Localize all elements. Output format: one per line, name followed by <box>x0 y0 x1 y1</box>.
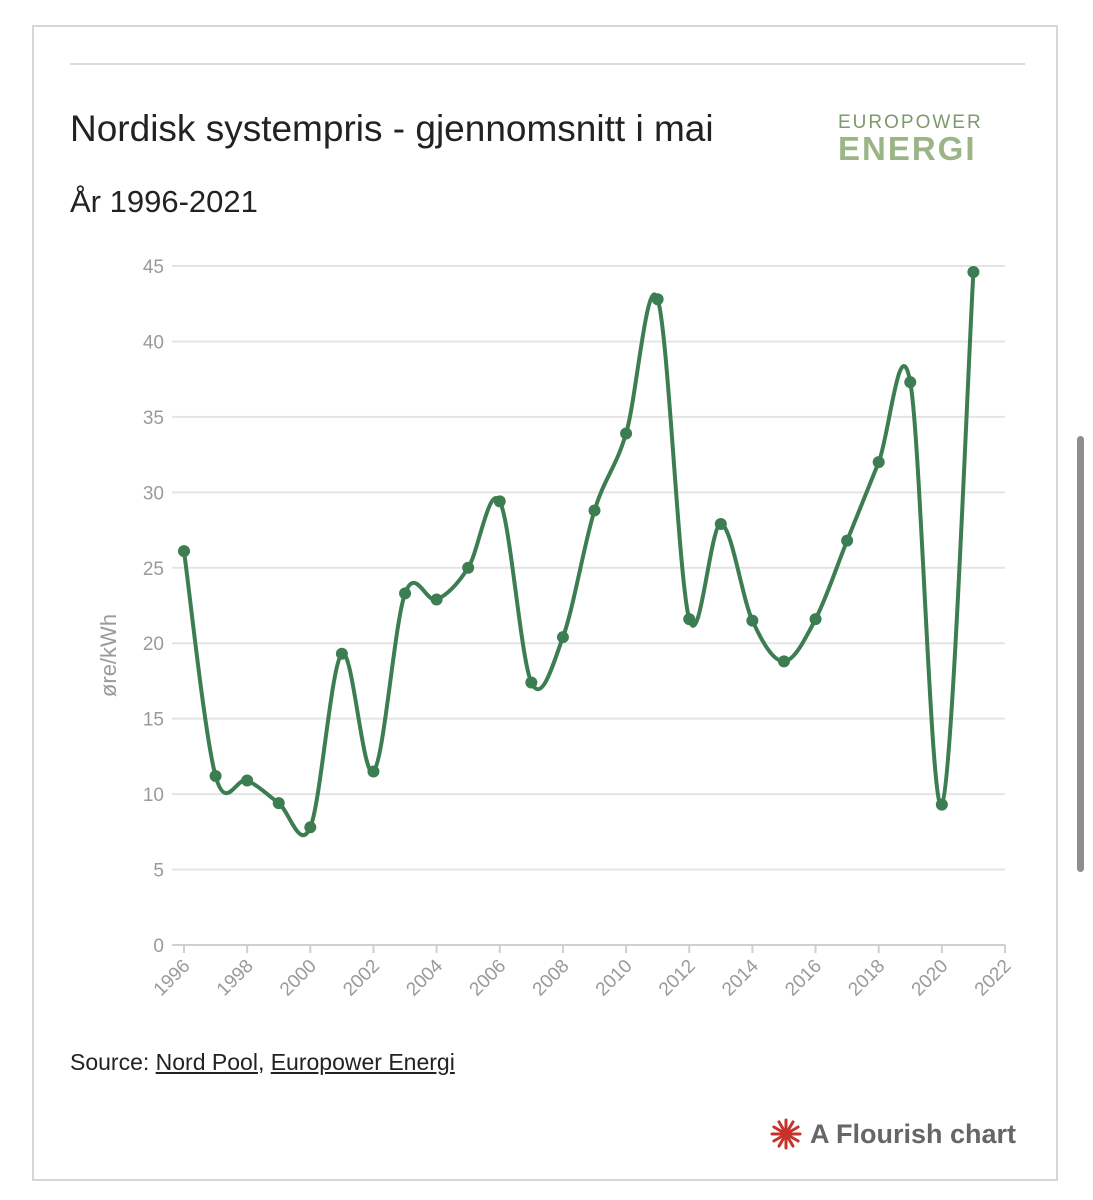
chart-subtitle: År 1996-2021 <box>70 184 258 219</box>
source-line: Source: Nord Pool, Europower Energi <box>70 1049 455 1076</box>
data-point <box>967 266 980 279</box>
source-separator: , <box>257 1049 271 1075</box>
europower-logo: EUROPOWER ENERGI <box>838 112 986 167</box>
data-point <box>904 376 917 389</box>
x-tick-label: 2000 <box>276 956 321 1001</box>
flourish-star-icon <box>770 1118 802 1150</box>
x-tick-label: 2014 <box>718 955 763 1000</box>
x-tick-label: 2016 <box>781 956 826 1001</box>
data-point <box>304 821 317 834</box>
source-link-nord-pool[interactable]: Nord Pool <box>155 1049 258 1075</box>
line-chart: 0 5 10 15 20 25 30 35 40 45 øre/kWh 1996 1998 2000 200… <box>96 257 1016 1001</box>
x-tick-label: 2010 <box>592 956 637 1001</box>
data-point <box>241 774 254 787</box>
x-tick-label: 2022 <box>971 956 1016 1001</box>
flourish-credit-link[interactable]: A Flourish chart <box>770 1118 1016 1150</box>
data-point <box>367 765 380 778</box>
data-point <box>493 495 506 508</box>
x-tick-label: 2012 <box>655 956 700 1001</box>
data-point <box>714 518 727 531</box>
data-point <box>399 587 412 600</box>
data-point <box>651 293 664 306</box>
y-tick-label: 25 <box>143 559 164 580</box>
data-point <box>556 631 569 644</box>
y-tick-label: 5 <box>153 861 164 882</box>
series-line <box>182 270 976 838</box>
top-divider <box>70 63 1025 65</box>
chart-frame <box>32 25 1058 1181</box>
page-scrollbar[interactable] <box>1077 436 1084 872</box>
data-point <box>335 647 348 660</box>
y-tick-label: 0 <box>153 936 164 957</box>
logo-bottom-text: ENERGI <box>838 130 977 167</box>
x-tick-label: 2018 <box>844 956 889 1001</box>
x-tick-label: 2020 <box>908 956 953 1001</box>
data-point <box>462 561 475 574</box>
y-tick-label: 35 <box>143 408 164 429</box>
chart-title: Nordisk systempris - gjennomsnitt i mai <box>70 108 714 149</box>
source-prefix: Source: <box>70 1049 156 1075</box>
data-point <box>935 798 948 811</box>
y-tick-label: 10 <box>143 785 164 806</box>
data-point <box>525 676 538 689</box>
data-point <box>683 613 696 626</box>
data-point <box>841 534 854 547</box>
data-point <box>746 614 759 627</box>
data-point <box>872 456 885 469</box>
x-tick-label: 2002 <box>339 956 384 1001</box>
data-point <box>430 593 443 606</box>
y-tick-label: 15 <box>143 710 164 731</box>
y-tick-label: 20 <box>143 634 164 655</box>
x-tick-label: 2006 <box>466 956 511 1001</box>
source-link-europower[interactable]: Europower Energi <box>270 1049 455 1075</box>
data-point <box>809 613 822 626</box>
x-tick-label: 1998 <box>213 956 258 1001</box>
data-point <box>209 770 222 783</box>
flourish-label: A Flourish chart <box>810 1118 1017 1149</box>
x-tick-label: 1996 <box>150 956 195 1001</box>
data-point <box>178 545 190 558</box>
data-point <box>777 655 790 668</box>
data-point <box>620 427 633 440</box>
x-tick-label: 2008 <box>529 956 574 1001</box>
logo-top-text: EUROPOWER <box>838 112 983 133</box>
data-point <box>588 504 601 517</box>
y-tick-label: 40 <box>143 332 164 353</box>
y-tick-label: 45 <box>143 257 164 278</box>
flourish-star-ray <box>784 1125 800 1136</box>
data-point <box>272 797 285 810</box>
x-tick-label: 2004 <box>402 955 447 1000</box>
y-axis-label: øre/kWh <box>96 614 121 697</box>
y-tick-label: 30 <box>143 483 164 504</box>
